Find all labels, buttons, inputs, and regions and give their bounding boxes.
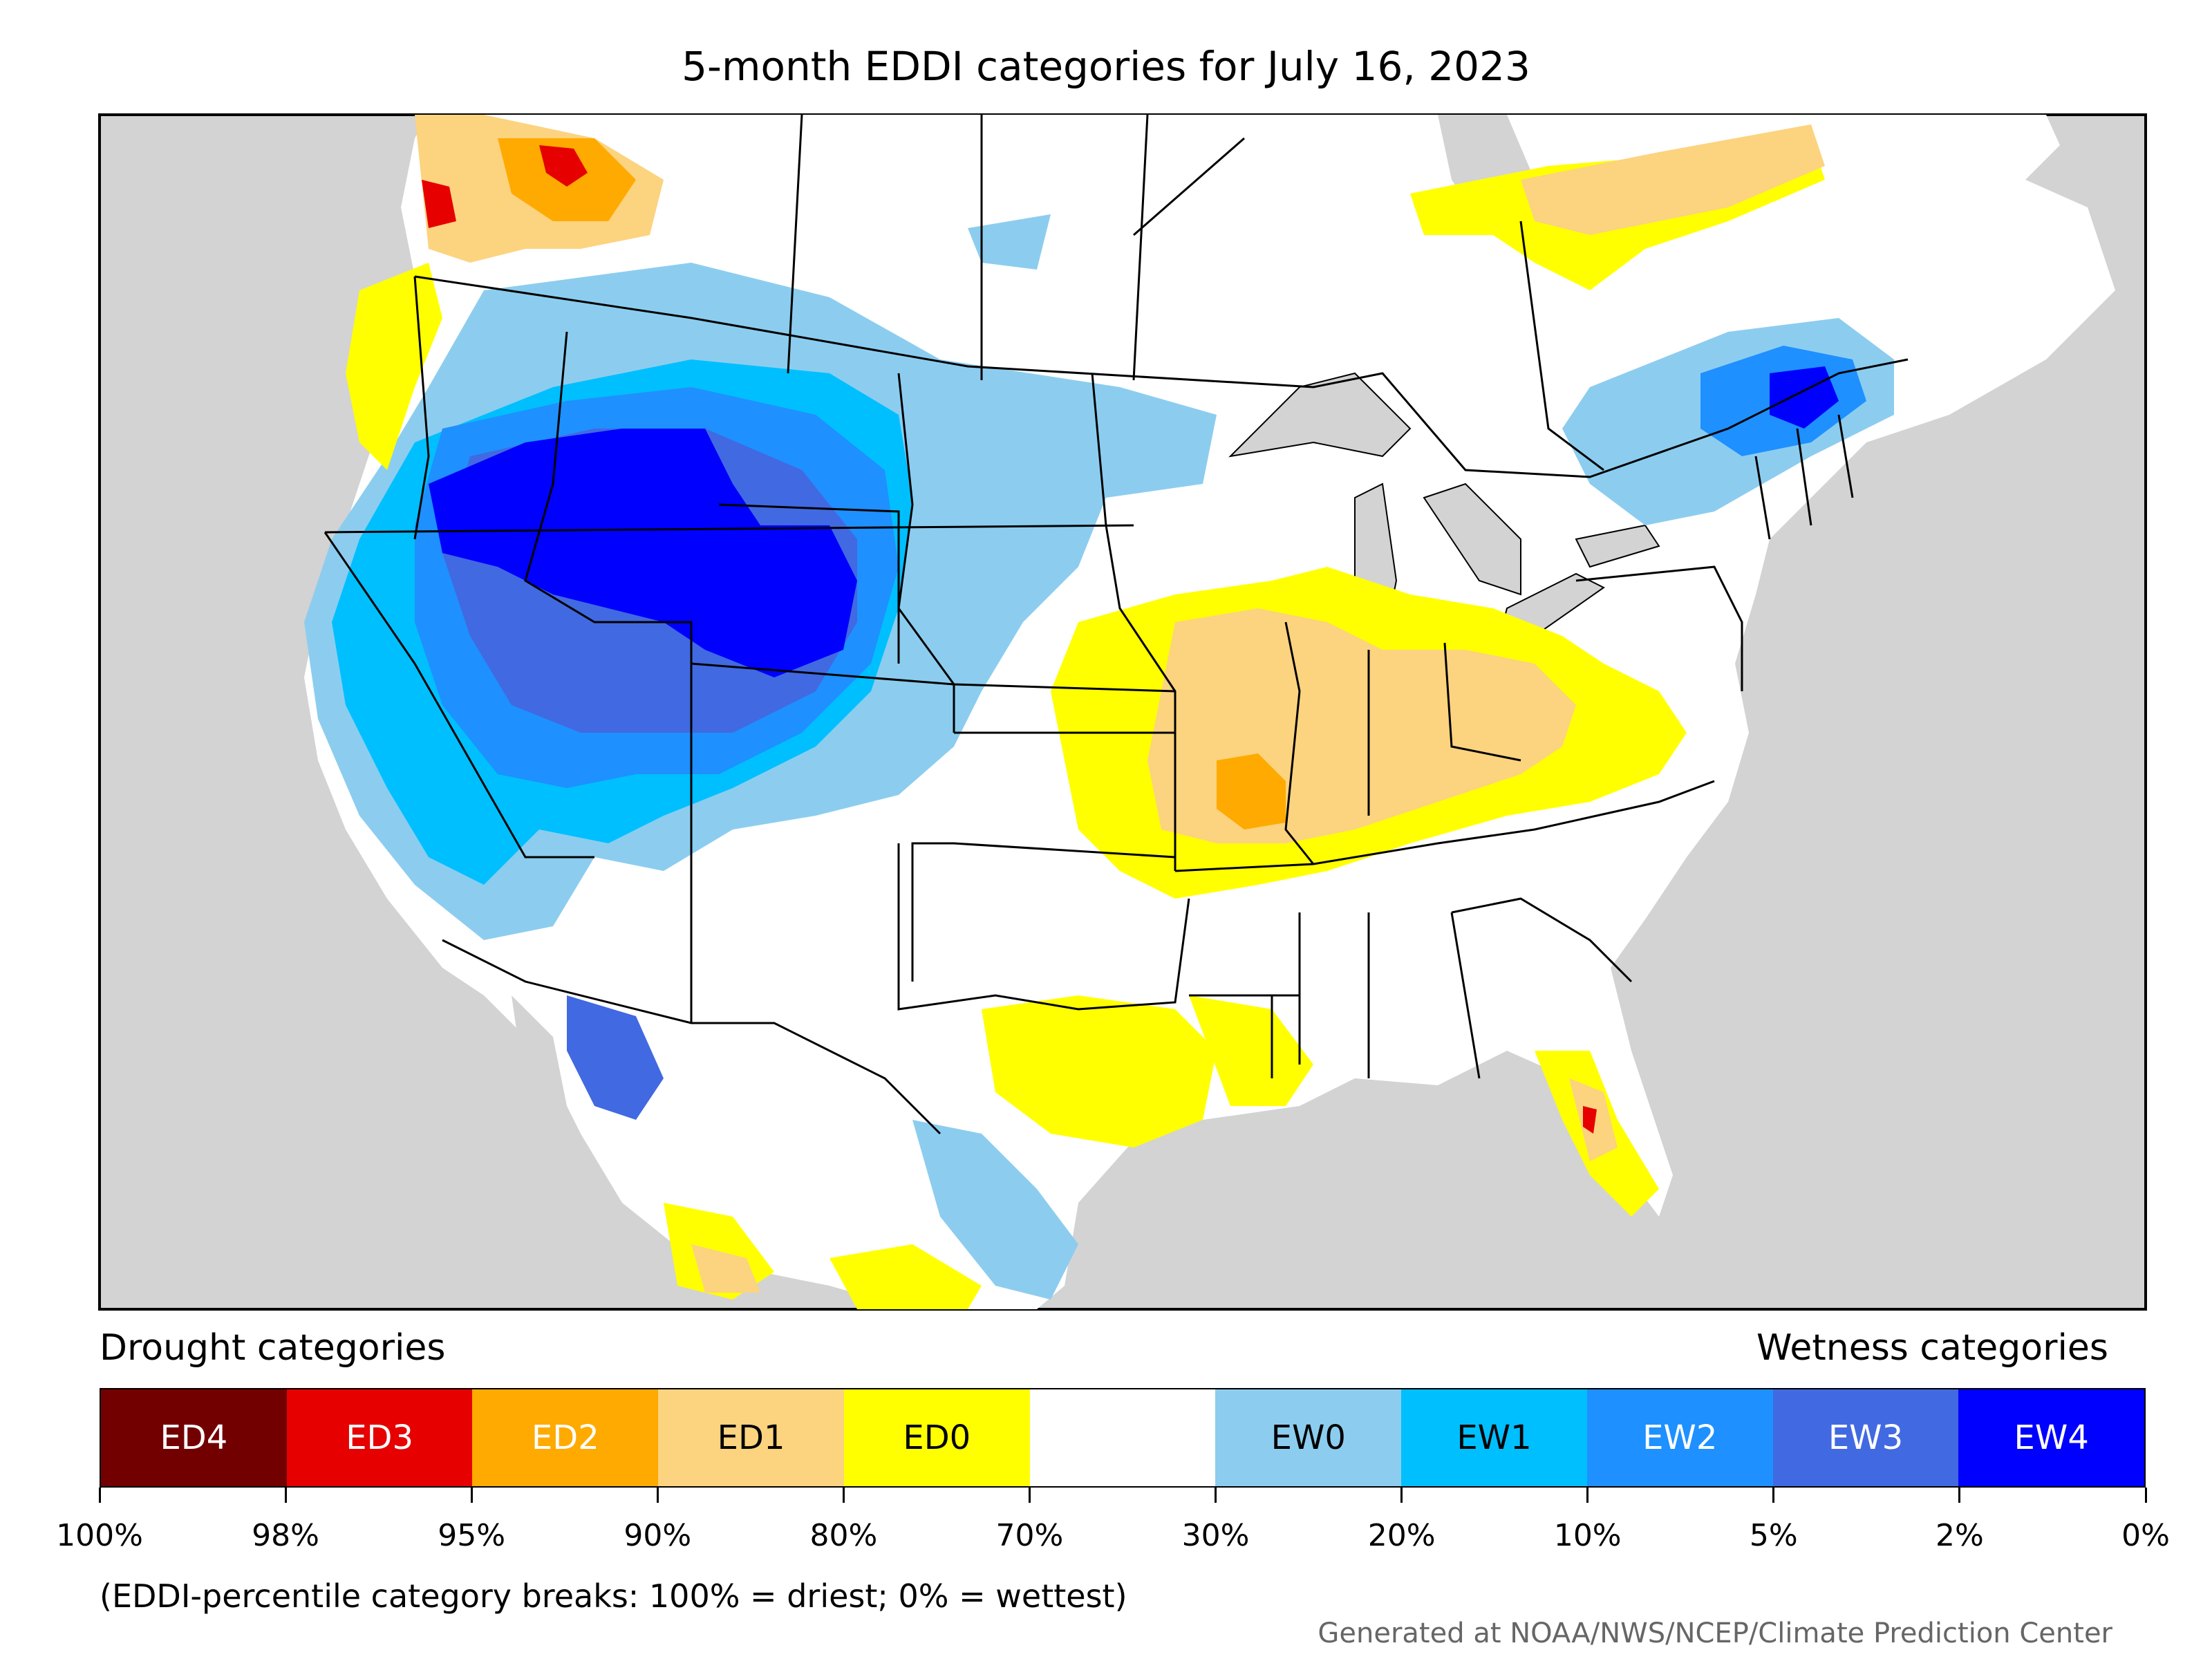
colorbar-tick-label: 20% xyxy=(1367,1518,1436,1553)
colorbar-tick xyxy=(1586,1488,1589,1503)
colorbar-tick-label: 70% xyxy=(995,1518,1064,1553)
colorbar-tick xyxy=(842,1488,845,1503)
colorbar-segment-ew2: EW2 xyxy=(1586,1389,1773,1486)
colorbar-tick xyxy=(2144,1488,2147,1503)
colorbar-tick xyxy=(470,1488,473,1503)
wetness-categories-title: Wetness categories xyxy=(1756,1327,2108,1369)
colorbar-tick-label: 90% xyxy=(624,1518,692,1553)
colorbar-segment-normal xyxy=(1029,1389,1216,1486)
gulf-of-california xyxy=(512,995,608,1258)
colorbar-tick-label: 98% xyxy=(252,1518,319,1553)
colorbar-tick xyxy=(656,1488,659,1503)
colorbar-ticks xyxy=(98,1488,2147,1504)
colorbar-tick-label: 100% xyxy=(56,1518,143,1553)
eddi-map xyxy=(98,113,2147,1311)
colorbar-tick-label: 95% xyxy=(438,1518,506,1553)
colorbar-segment-ed4: ED4 xyxy=(101,1389,287,1486)
colorbar-tick-label: 5% xyxy=(1749,1518,1798,1553)
colorbar-tick-label: 2% xyxy=(1936,1518,1984,1553)
borders xyxy=(324,114,1909,1135)
colorbar: ED4 ED3 ED2 ED1 ED0 EW0 EW1 EW2 EW3 EW4 xyxy=(100,1388,2146,1488)
colorbar-segment-ew1: EW1 xyxy=(1401,1389,1587,1486)
colorbar-tick xyxy=(1958,1488,1961,1503)
colorbar-tick-label: 0% xyxy=(2121,1518,2170,1553)
colorbar-tick-label: 80% xyxy=(809,1518,878,1553)
colorbar-tick-label: 30% xyxy=(1181,1518,1250,1553)
colorbar-segment-ew4: EW4 xyxy=(1958,1389,2145,1486)
colorbar-segment-ed3: ED3 xyxy=(286,1389,473,1486)
colorbar-tick xyxy=(1400,1488,1403,1503)
colorbar-segment-ed2: ED2 xyxy=(472,1389,659,1486)
colorbar-tick-label: 10% xyxy=(1553,1518,1622,1553)
colorbar-tick xyxy=(1772,1488,1775,1503)
colorbar-segment-ew0: EW0 xyxy=(1215,1389,1402,1486)
colorbar-tick xyxy=(284,1488,287,1503)
colorbar-segment-ed1: ED1 xyxy=(658,1389,844,1486)
colorbar-tick xyxy=(1028,1488,1031,1503)
category-breaks-note: (EDDI-percentile category breaks: 100% =… xyxy=(100,1577,1127,1615)
colorbar-segment-ed0: ED0 xyxy=(843,1389,1030,1486)
colorbar-segment-ew3: EW3 xyxy=(1772,1389,1959,1486)
colorbar-tick xyxy=(98,1488,101,1503)
map-title: 5-month EDDI categories for July 16, 202… xyxy=(682,43,1530,90)
credit-text: Generated at NOAA/NWS/NCEP/Climate Predi… xyxy=(1318,1618,2112,1649)
drought-categories-title: Drought categories xyxy=(100,1327,446,1369)
colorbar-tick xyxy=(1215,1488,1217,1503)
